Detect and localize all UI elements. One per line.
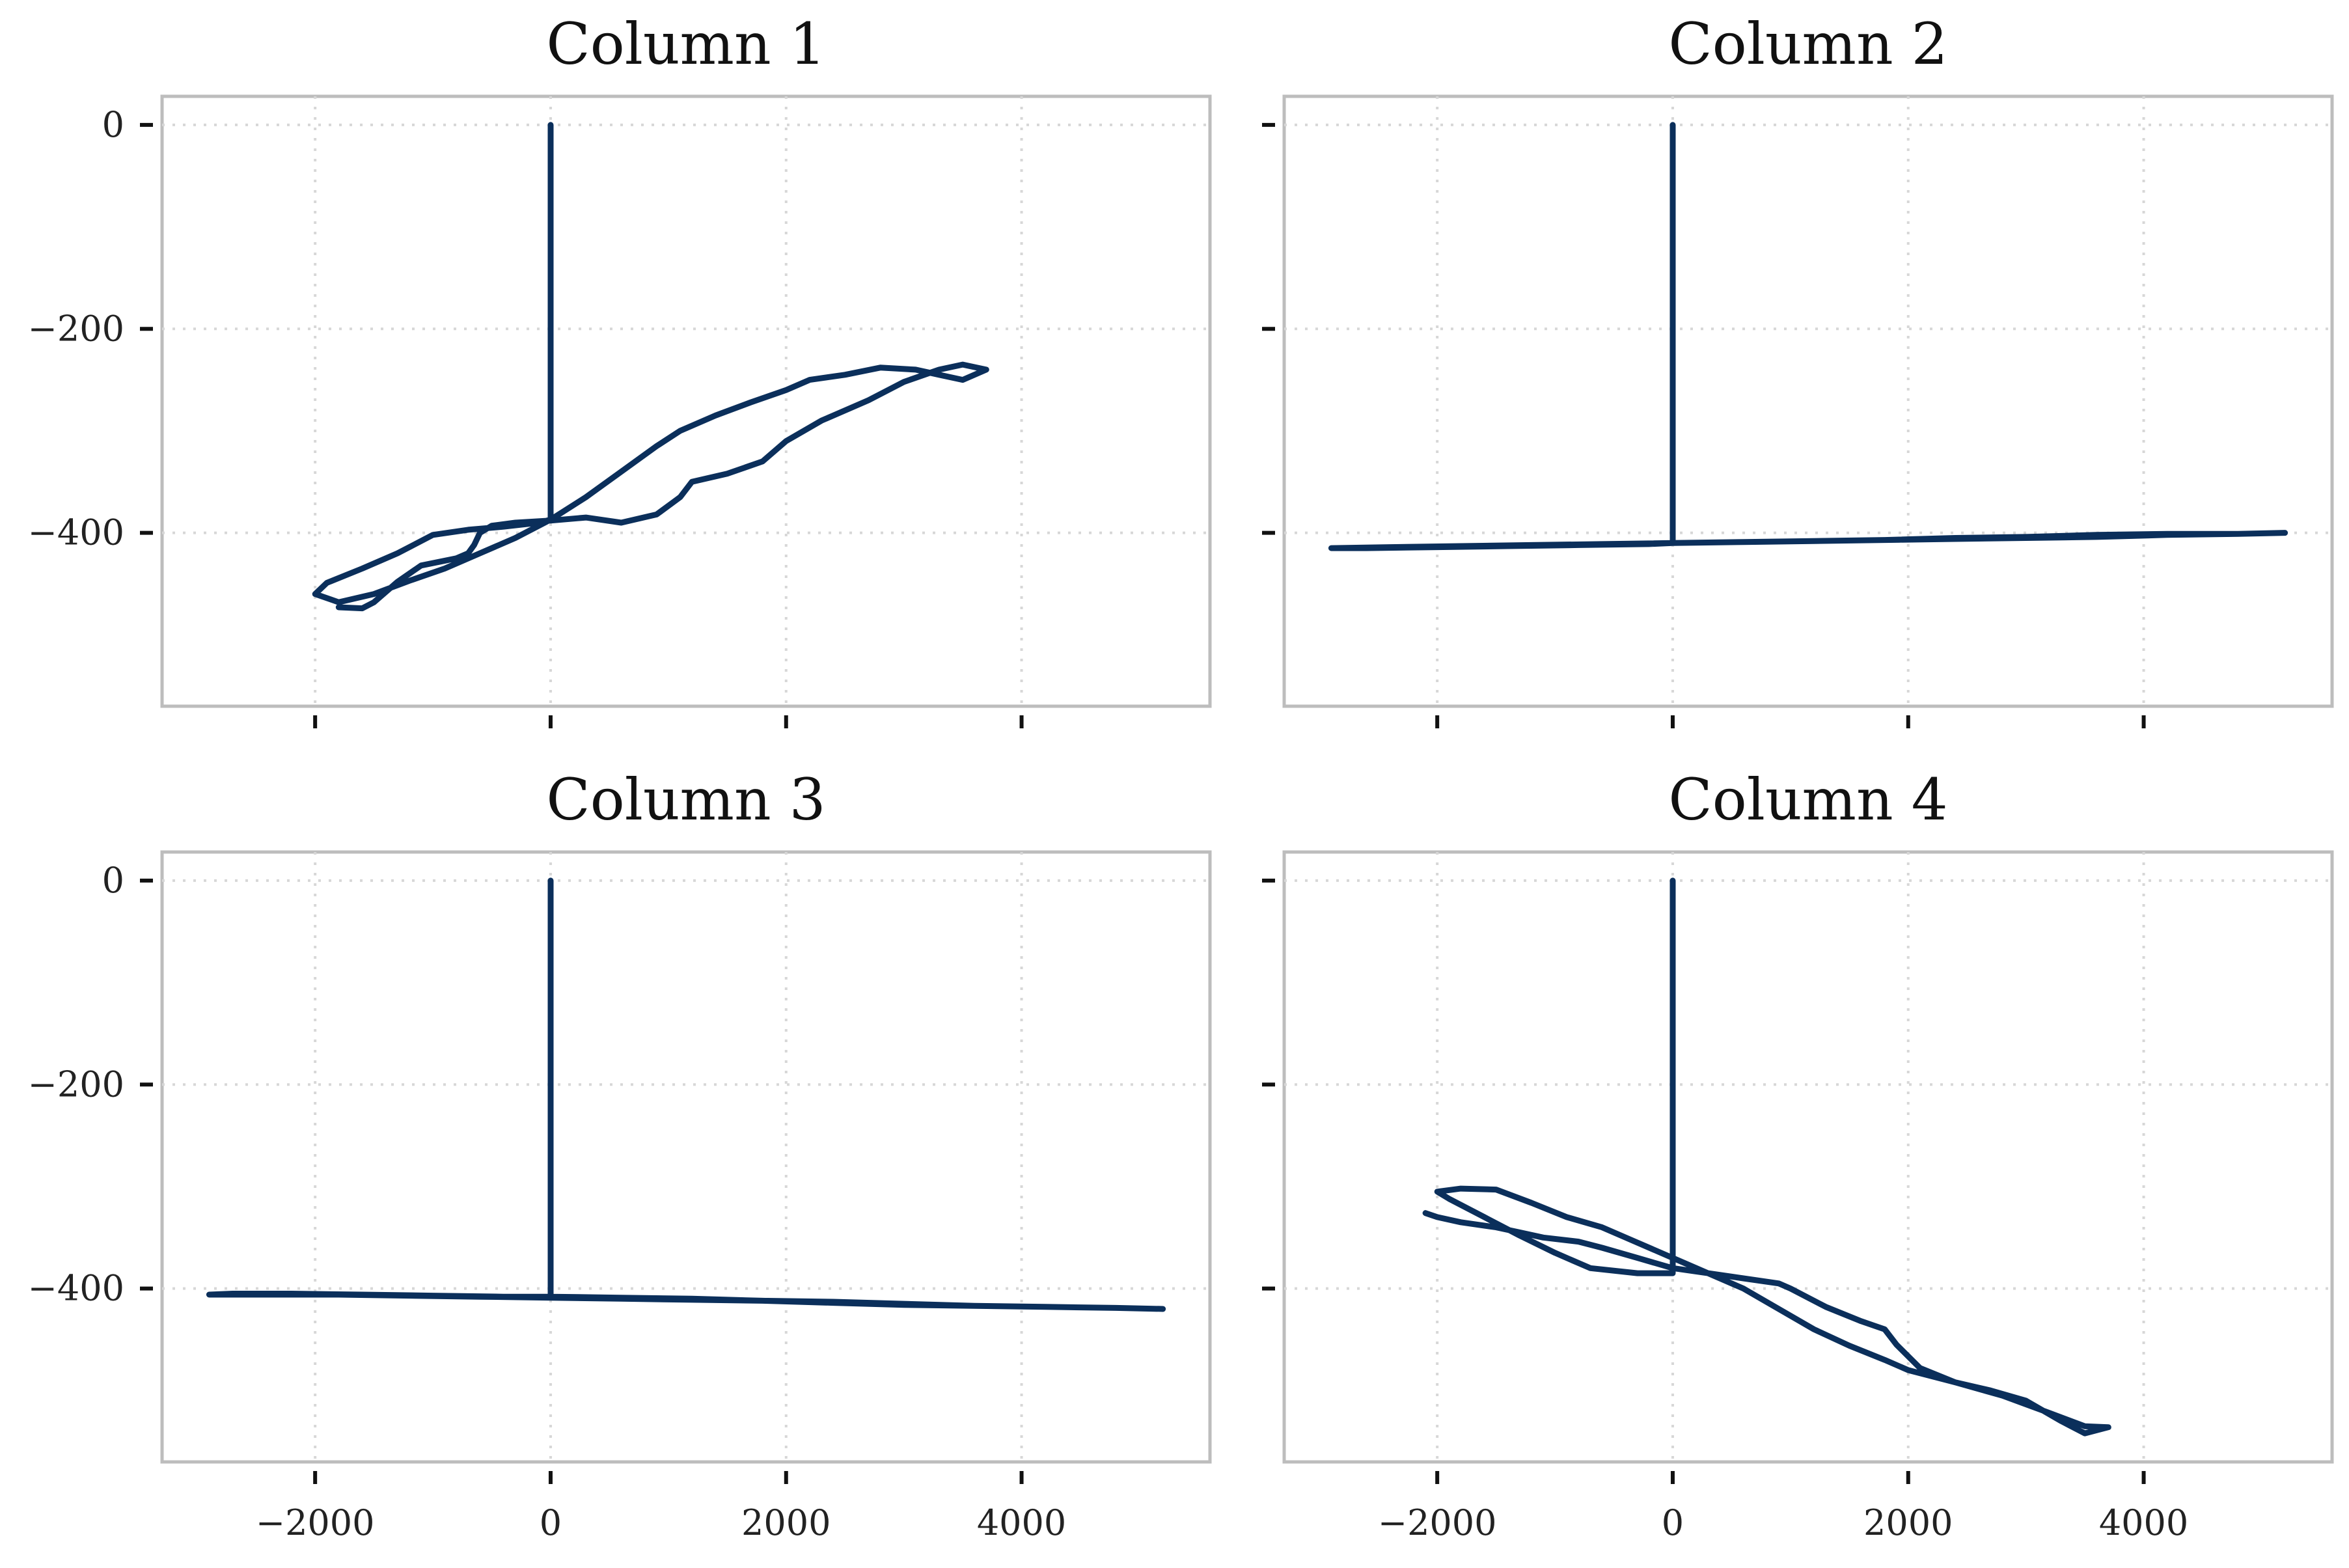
panel-4-x-tick-label-0: −2000: [1378, 1502, 1497, 1543]
panel-4: −2000 0 2000 4000 Column 4: [1262, 766, 2334, 1543]
panel-3-title: Column 3: [546, 766, 825, 833]
panel-4-x-tick-label-3: 4000: [2099, 1502, 2188, 1543]
panel-1-y-tick-label-2: −400: [28, 512, 124, 553]
panel-4-title: Column 4: [1668, 766, 1947, 833]
panel-2-title: Column 2: [1668, 10, 1947, 77]
panel-3-series-line-0: [206, 877, 1166, 1312]
panel-3: −2000 0 2000 4000 0 −200 −400 Column 3: [28, 766, 1212, 1543]
panel-4-x-tick-label-2: 2000: [1863, 1502, 1953, 1543]
panel-4-series-line-0: [1422, 877, 2111, 1437]
panel-3-y-tick-label-2: −400: [28, 1268, 124, 1309]
panel-3-y-tick-label-0: 0: [102, 860, 124, 901]
panel-1-y-tick-label-0: 0: [102, 104, 124, 145]
panel-1-frame: [160, 94, 1212, 708]
panel-3-x-tick-label-2: 2000: [741, 1502, 831, 1543]
panel-3-y-tick-label-1: −200: [28, 1064, 124, 1105]
panel-2-frame: [1282, 94, 2334, 708]
panel-4-frame: [1282, 850, 2334, 1464]
panel-3-x-tick-label-0: −2000: [256, 1502, 375, 1543]
panel-3-x-tick-label-1: 0: [540, 1502, 562, 1543]
panel-1-series-line-0: [312, 122, 989, 612]
panel-1-title: Column 1: [546, 10, 825, 77]
panel-1-y-tick-label-1: −200: [28, 308, 124, 349]
panel-1: 0 −200 −400 Column 1: [28, 10, 1212, 728]
panel-3-frame: [160, 850, 1212, 1464]
panel-2: Column 2: [1262, 10, 2334, 728]
panel-3-x-tick-label-3: 4000: [977, 1502, 1066, 1543]
panel-2-series-line-0: [1328, 122, 2288, 551]
panel-4-x-tick-label-1: 0: [1662, 1502, 1684, 1543]
